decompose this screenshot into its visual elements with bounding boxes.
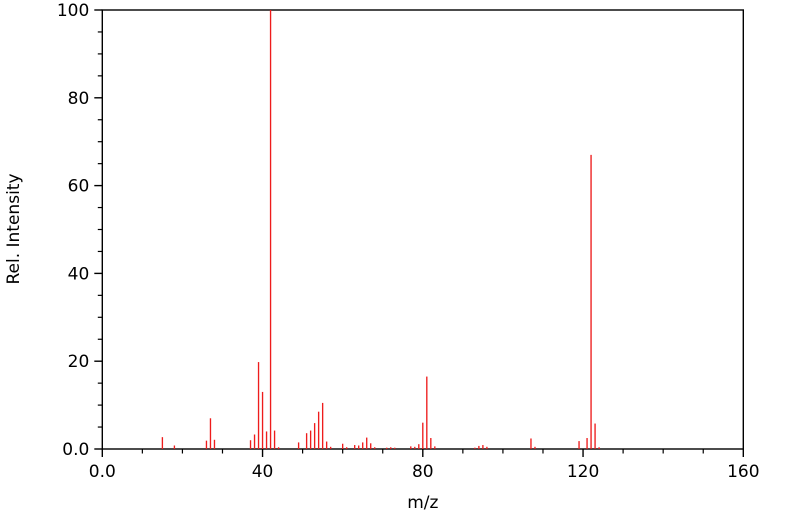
- y-tick-label: 100: [57, 1, 89, 21]
- y-tick-label: 80: [68, 89, 90, 109]
- x-axis-label: m/z: [407, 493, 438, 513]
- plot-box: [101, 9, 745, 450]
- x-tick-label: 80: [412, 462, 434, 482]
- y-tick-label: 40: [68, 264, 90, 284]
- x-tick-label: 120: [567, 462, 599, 482]
- y-tick-label: 0.0: [62, 440, 89, 460]
- axis-ticks: [94, 9, 744, 457]
- y-tick-label: 60: [68, 177, 90, 197]
- y-axis-label: Rel. Intensity: [4, 173, 24, 285]
- x-tick-label: 0.0: [89, 462, 116, 482]
- x-tick-label: 40: [252, 462, 274, 482]
- x-tick-label: 160: [727, 462, 759, 482]
- plot-frame: [101, 9, 745, 450]
- axis-tick-labels: 0.0 40 80 120 160 0.0 20 40 60 80 100: [57, 1, 760, 482]
- spectrum-peaks: [161, 10, 600, 449]
- y-tick-label: 20: [68, 352, 90, 372]
